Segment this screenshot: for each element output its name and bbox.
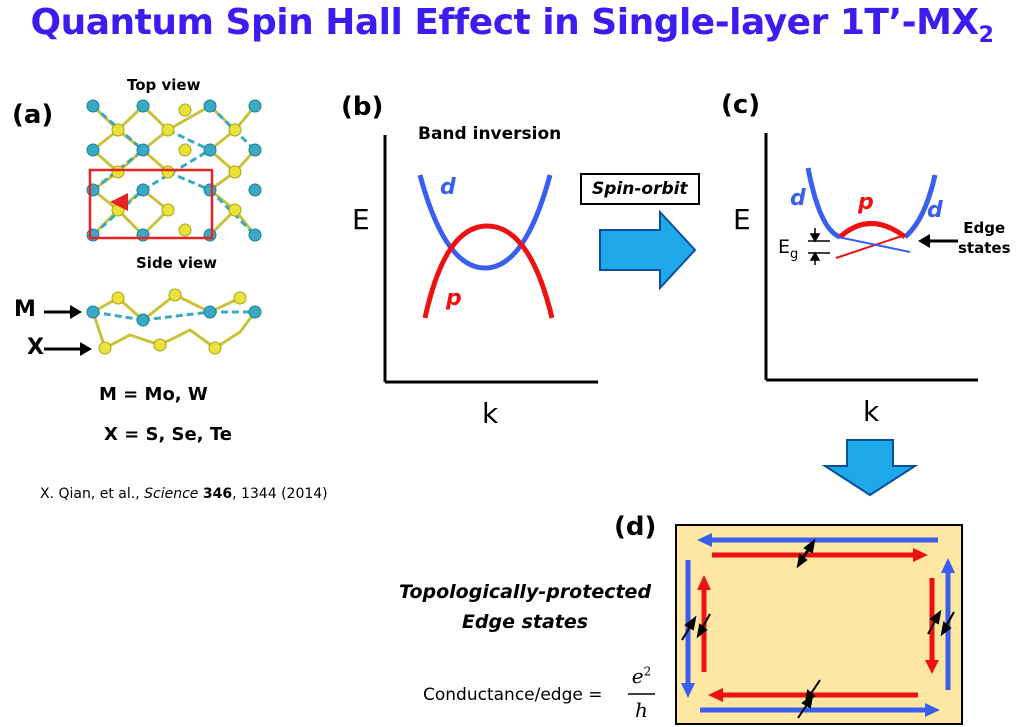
gap-letter: E (778, 236, 791, 258)
panel-b-d-label: d (440, 175, 456, 200)
spin-arrows (681, 538, 955, 719)
panel-c-label: (c) (721, 90, 761, 120)
title-subscript: 2 (978, 23, 994, 49)
panel-b-axes (383, 135, 598, 384)
panel-c-axes (764, 133, 978, 382)
gap-marker-icon (808, 228, 830, 265)
panel-a-label: (a) (12, 100, 54, 130)
edge-current-loops (681, 533, 955, 717)
panel-c-p-label: p (858, 190, 874, 215)
side-view-label: Side view (136, 254, 218, 272)
panel-c-k-axis: k (863, 395, 880, 428)
citation-journal: Science (144, 486, 199, 502)
crystal-side-view (86, 288, 262, 355)
numerator-exponent: 2 (643, 664, 652, 679)
panel-d-label: (d) (614, 512, 657, 542)
citation-pages: , 1344 (2014) (232, 486, 328, 502)
gap-subscript: g (790, 246, 799, 262)
panel-b-energy-axis: E (352, 203, 370, 236)
m-pointer-arrow-icon (44, 305, 82, 319)
edge-states-line-1: Edge (963, 219, 1006, 237)
panel-c-d-band-right (903, 174, 938, 239)
m-definition: M = Mo, W (99, 384, 208, 405)
edge-states-label: Edge states (958, 218, 1011, 258)
m-atom-label: M (14, 297, 36, 322)
edge-states-line-2: states (958, 239, 1011, 257)
topo-line-2: Edge states (461, 611, 589, 633)
page-title: Quantum Spin Hall Effect in Single-layer… (0, 2, 1024, 48)
panel-c-d-right-label: d (927, 198, 943, 223)
conductance-numerator: e2 (628, 664, 655, 688)
conductance-denominator: h (635, 698, 648, 722)
panel-b-label: (b) (341, 92, 384, 122)
citation: X. Qian, et al., Science 346, 1344 (2014… (40, 486, 328, 502)
citation-volume: 346 (202, 486, 233, 502)
panel-b-p-label: p (446, 286, 462, 311)
top-view-label: Top view (127, 76, 201, 94)
spin-orbit-box: Spin-orbit (580, 173, 700, 205)
citation-authors: X. Qian, et al., (40, 486, 145, 502)
topological-edge-states-caption: Topologically-protected Edge states (380, 577, 670, 637)
panel-c-p-band (838, 221, 907, 240)
crystal-top-view (86, 99, 262, 242)
edge-states-arrow-icon (918, 234, 958, 248)
numerator-base: e (631, 664, 644, 688)
down-arrow-icon (821, 439, 919, 497)
panel-c-edge-state-blue (837, 236, 911, 253)
topo-line-1: Topologically-protected (398, 581, 652, 603)
panel-b-p-band (422, 223, 555, 319)
gap-label: Eg (778, 236, 798, 262)
panel-c-edge-state-red (835, 234, 906, 259)
title-text: Quantum Spin Hall Effect in Single-layer… (30, 2, 980, 43)
unit-cell-box (88, 168, 214, 240)
panel-c-d-band-left (805, 167, 842, 240)
panel-b-d-band (417, 174, 553, 271)
band-inversion-heading: Band inversion (418, 124, 562, 144)
x-definition: X = S, Se, Te (104, 424, 232, 445)
spin-orbit-arrow-icon (599, 209, 697, 291)
x-pointer-arrow-icon (44, 342, 92, 356)
x-atom-label: X (27, 335, 44, 360)
panel-b-k-axis: k (482, 397, 499, 430)
panel-c-d-left-label: d (790, 186, 806, 211)
panel-c-energy-axis: E (733, 203, 751, 236)
unit-cell-arrow-icon (110, 193, 128, 211)
conductance-label: Conductance/edge = (423, 685, 603, 705)
